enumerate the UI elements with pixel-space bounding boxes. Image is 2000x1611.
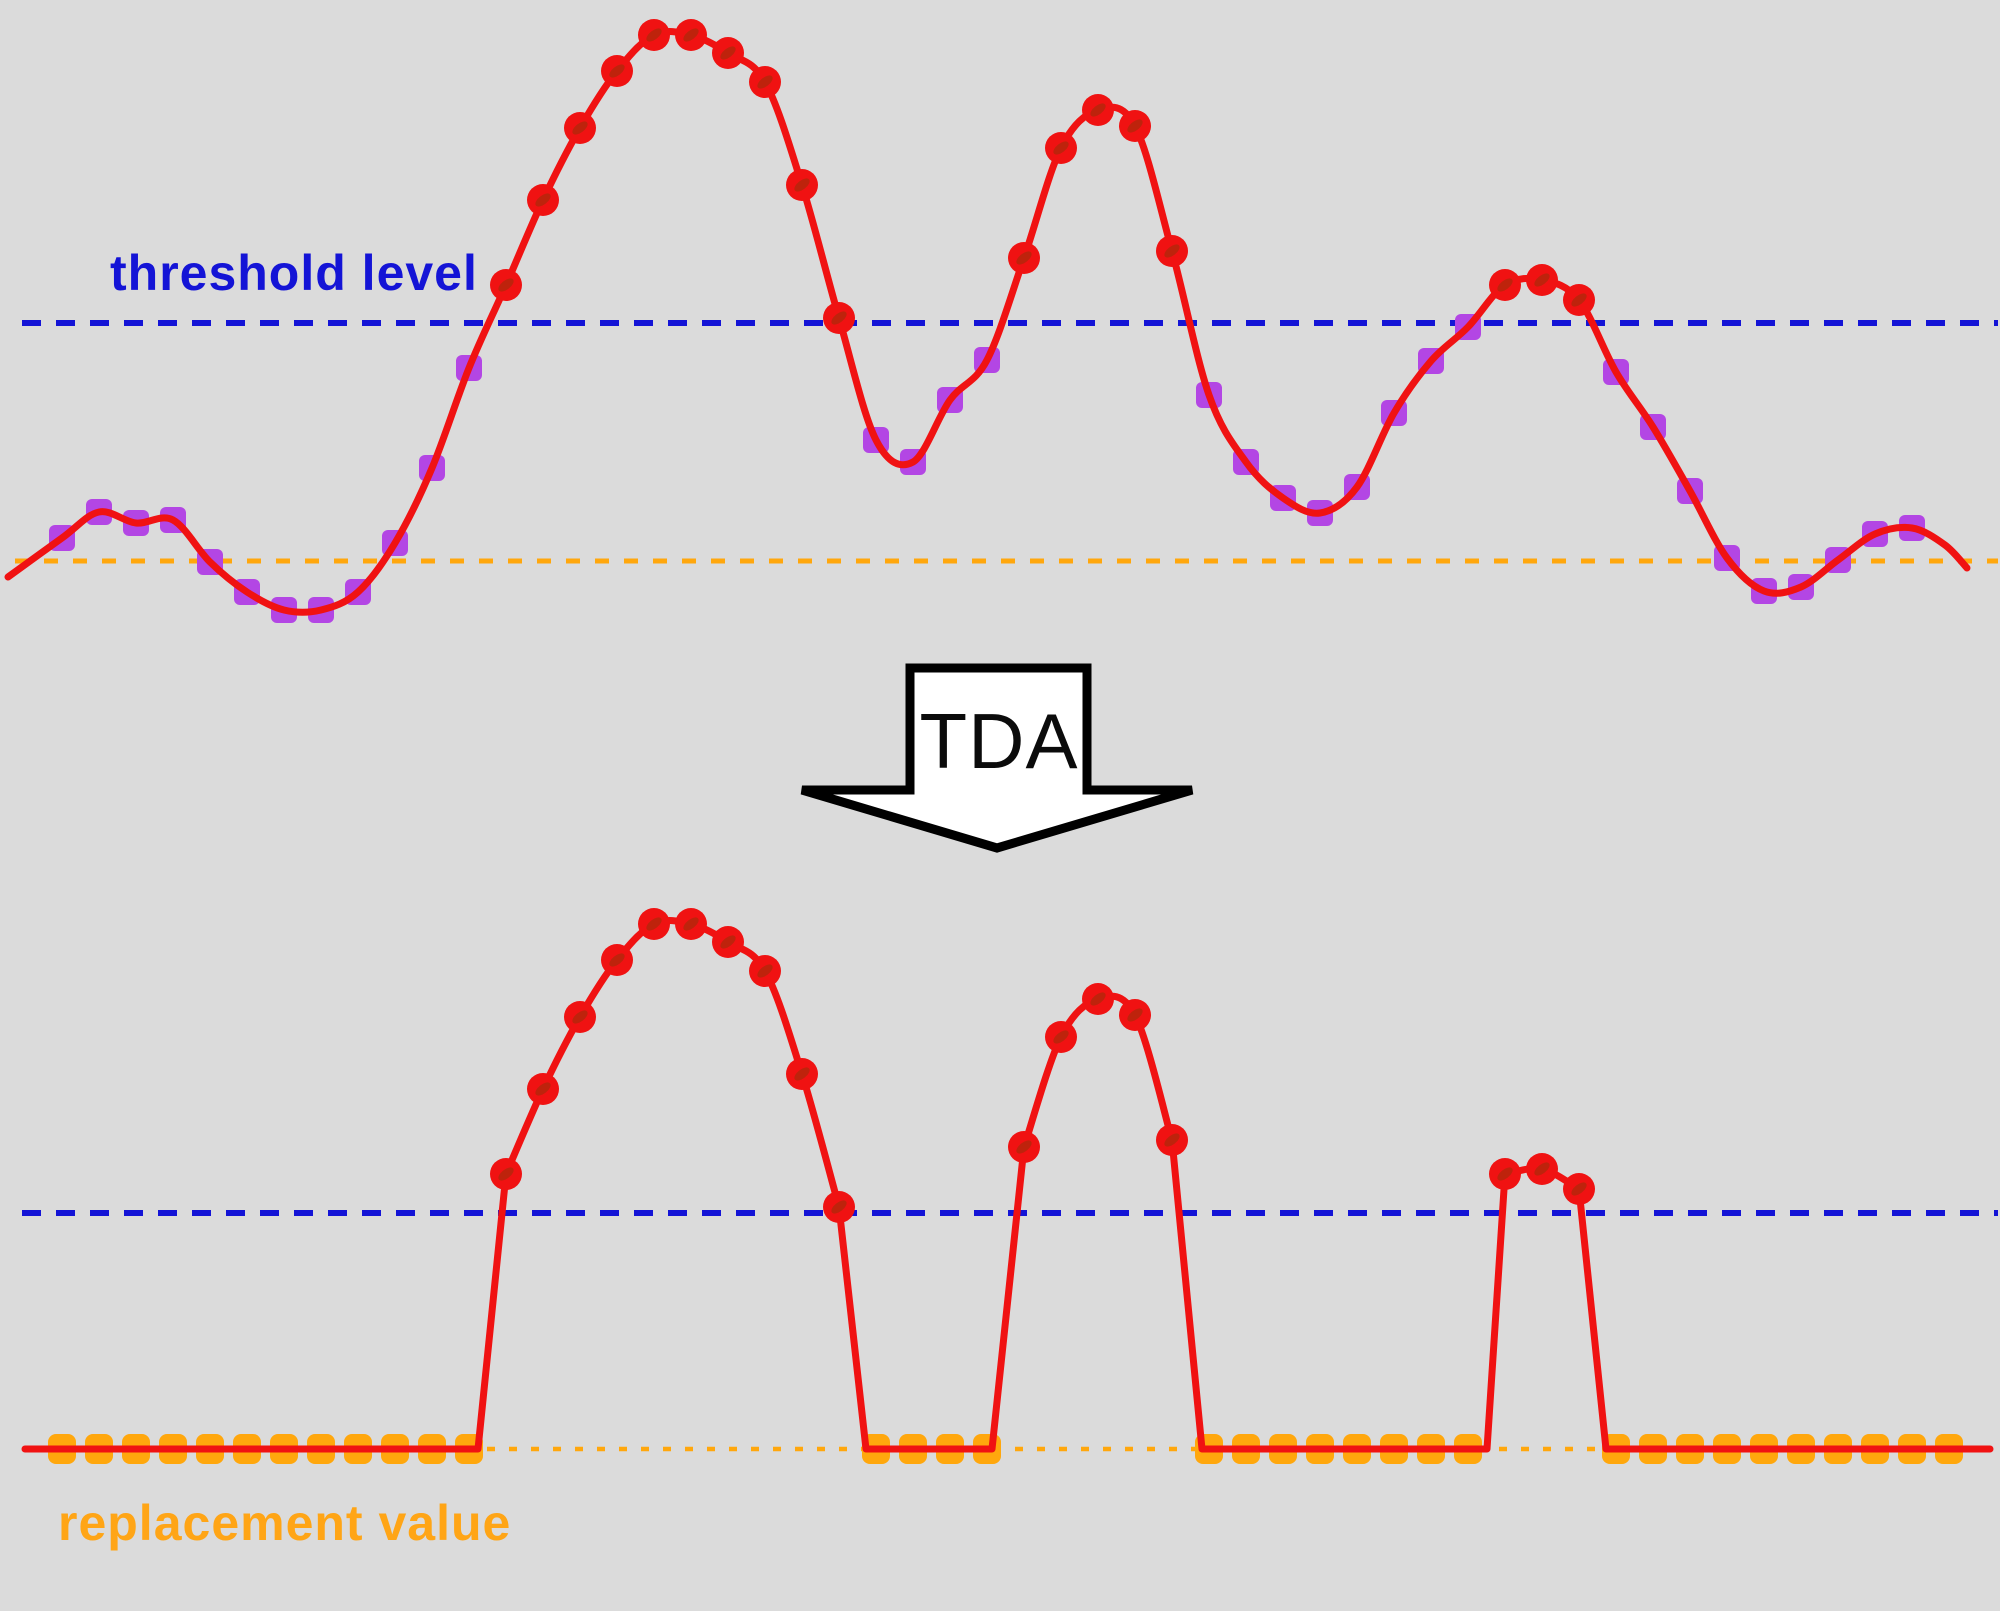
sample-circle-inner-mark bbox=[1571, 1182, 1587, 1196]
generated-chart-layers bbox=[4, 19, 1998, 1464]
sample-circle-inner-mark bbox=[1534, 273, 1550, 287]
replacement-value-label: replacement value bbox=[58, 1495, 512, 1551]
sample-circle-inner-mark bbox=[1497, 278, 1513, 292]
sample-circle-inner-mark bbox=[1164, 1133, 1180, 1147]
sample-circle-inner-mark bbox=[1053, 141, 1069, 155]
sample-circle-inner-mark bbox=[1016, 1140, 1032, 1154]
sample-circle-inner-mark bbox=[498, 278, 514, 292]
sample-circle-inner-mark bbox=[646, 917, 662, 931]
sample-circle-inner-mark bbox=[794, 1067, 810, 1081]
sample-circle-inner-mark bbox=[1571, 293, 1587, 307]
threshold-level-label: threshold level bbox=[110, 245, 478, 301]
sample-circle-inner-mark bbox=[683, 28, 699, 42]
sample-circle-inner-mark bbox=[831, 311, 847, 325]
sample-circle-inner-mark bbox=[794, 178, 810, 192]
sample-circle-inner-mark bbox=[1534, 1162, 1550, 1176]
sample-circle-inner-mark bbox=[572, 1010, 588, 1024]
tda-arrow-shape bbox=[800, 663, 1194, 853]
sample-circle-inner-mark bbox=[683, 917, 699, 931]
sample-circle-inner-mark bbox=[535, 1082, 551, 1096]
sample-circle-inner-mark bbox=[609, 953, 625, 967]
sample-circle-inner-mark bbox=[498, 1167, 514, 1181]
sample-circle-inner-mark bbox=[1090, 103, 1106, 117]
sample-circle-inner-mark bbox=[535, 193, 551, 207]
sample-circle-inner-mark bbox=[572, 121, 588, 135]
sample-circle-inner-mark bbox=[1127, 119, 1143, 133]
sample-circle-inner-mark bbox=[720, 46, 736, 60]
sample-circle-inner-mark bbox=[757, 964, 773, 978]
sample-circle-inner-mark bbox=[1127, 1008, 1143, 1022]
sample-circle-inner-mark bbox=[1053, 1030, 1069, 1044]
tda-arrow bbox=[800, 663, 1194, 853]
sample-circle-inner-mark bbox=[720, 935, 736, 949]
sample-circle-inner-mark bbox=[757, 75, 773, 89]
bottom-signal-curve bbox=[21, 917, 1994, 1453]
sample-circle-inner-mark bbox=[609, 64, 625, 78]
sample-circle-inner-mark bbox=[1016, 251, 1032, 265]
sample-circle-inner-mark bbox=[646, 28, 662, 42]
sample-circle-inner-mark bbox=[1497, 1167, 1513, 1181]
sample-circle-inner-mark bbox=[831, 1200, 847, 1214]
tda-arrow-label: TDA bbox=[919, 697, 1079, 785]
sample-circle-inner-mark bbox=[1164, 244, 1180, 258]
top-signal-curve bbox=[4, 28, 1971, 616]
sample-circle-inner-mark bbox=[1090, 992, 1106, 1006]
